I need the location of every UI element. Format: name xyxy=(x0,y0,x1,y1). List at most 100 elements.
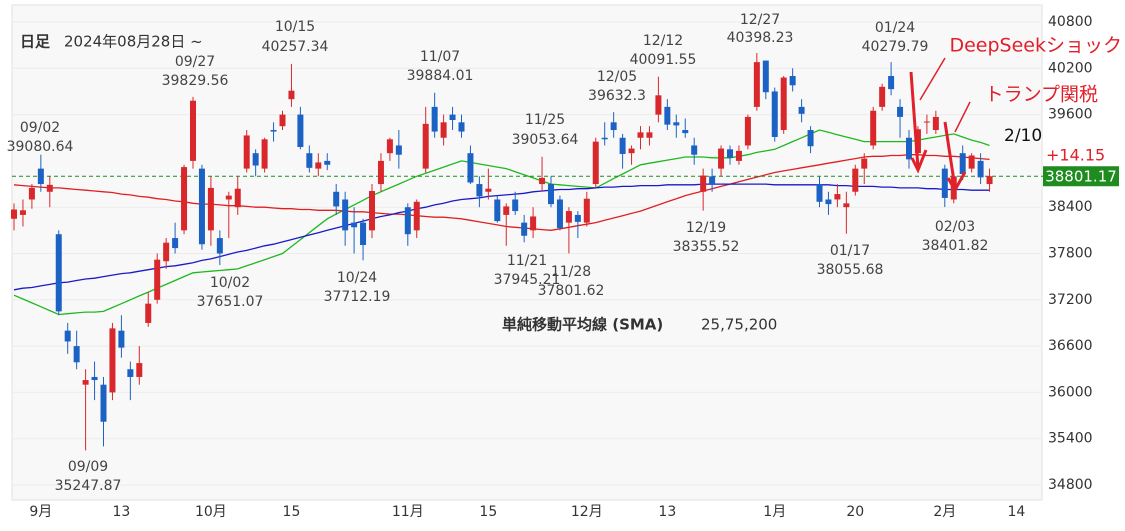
candle-body xyxy=(637,132,644,138)
candle-body xyxy=(771,91,778,137)
candle-body xyxy=(449,114,456,121)
candle-body xyxy=(709,176,716,185)
candle-body xyxy=(834,194,841,200)
candle-body xyxy=(315,162,322,169)
annotation-value: 37712.19 xyxy=(324,289,391,305)
candle-body xyxy=(127,369,134,377)
candle-body xyxy=(744,116,751,146)
sma-title: 単純移動平均線 (SMA) xyxy=(502,316,663,334)
y-tick-label: 36600 xyxy=(1048,338,1093,354)
candle-body xyxy=(431,106,438,132)
candle-body xyxy=(610,122,617,131)
annotation-date: 09/02 xyxy=(20,120,60,136)
candle-body xyxy=(324,160,331,165)
plot-background xyxy=(11,4,1043,501)
x-tick-label: 10月 xyxy=(195,504,227,520)
y-tick-label: 37200 xyxy=(1048,292,1093,308)
candle-body xyxy=(789,76,796,86)
candle-body xyxy=(82,380,89,385)
y-tick-label: 37800 xyxy=(1048,246,1093,262)
candle-body xyxy=(225,195,232,200)
candle-body xyxy=(852,168,859,192)
candle-body xyxy=(243,135,250,169)
annotation-value: 38055.68 xyxy=(817,262,884,278)
candle-body xyxy=(118,330,125,348)
candle-body xyxy=(37,168,44,185)
labels: 34800 35400 36000 36600 37200 37800 38400 39600… xyxy=(7,12,1119,520)
annotation-date: 11/28 xyxy=(551,264,591,280)
annotation-date: 02/03 xyxy=(935,219,975,235)
candle-body xyxy=(181,167,188,231)
y-tick-label: 35400 xyxy=(1048,431,1093,447)
candle-body xyxy=(342,199,349,231)
x-tick-label: 2月 xyxy=(933,504,956,520)
annotation-date: 10/02 xyxy=(210,275,250,291)
annotation-value: 39829.56 xyxy=(162,73,229,89)
candle-body xyxy=(923,121,930,123)
candle-body xyxy=(565,211,572,223)
candle-body xyxy=(798,106,805,114)
candle-body xyxy=(700,175,707,192)
candle-body xyxy=(503,206,510,215)
grid xyxy=(12,21,1042,486)
candle-body xyxy=(521,222,528,236)
candle-body xyxy=(100,384,107,422)
candle-body xyxy=(413,201,420,231)
candle-body xyxy=(28,187,35,200)
last-price-box xyxy=(1043,166,1119,187)
candle-body xyxy=(279,114,286,127)
x-tick-label: 9月 xyxy=(29,504,52,520)
candle-body xyxy=(234,188,241,208)
candle-body xyxy=(422,123,429,169)
candle-body xyxy=(440,122,447,138)
change-label: +14.15 xyxy=(1046,146,1105,165)
candle-body xyxy=(55,234,62,312)
event-label: DeepSeekショック xyxy=(949,35,1122,57)
x-tick-label: 20 xyxy=(846,504,864,520)
candles xyxy=(11,53,993,451)
annotation-value: 39884.01 xyxy=(407,68,474,84)
candle-body xyxy=(959,153,966,175)
x-tick-label: 11月 xyxy=(392,504,424,520)
candle-body xyxy=(458,122,465,132)
annotation-date: 10/15 xyxy=(275,19,315,35)
x-tick-label: 15 xyxy=(283,504,301,520)
annotation-date: 12/05 xyxy=(597,69,637,85)
y-tick-label: 40800 xyxy=(1048,14,1093,30)
annotation-value: 37801.62 xyxy=(538,283,605,299)
candle-body xyxy=(154,259,161,300)
candle-body xyxy=(360,222,367,246)
candle-body xyxy=(145,303,152,323)
candle-body xyxy=(333,191,340,207)
candle-body xyxy=(91,376,98,381)
candle-body xyxy=(163,242,170,262)
annotation-value: 39632.3 xyxy=(588,88,646,104)
annotation-date: 11/25 xyxy=(525,112,565,128)
y-tick-label: 39600 xyxy=(1048,107,1093,123)
annotation-value: 39080.64 xyxy=(7,139,74,155)
candle-body xyxy=(548,184,554,205)
candle-body xyxy=(369,190,375,231)
candle-body xyxy=(270,130,277,132)
range-label: 2024年08月28日 ~ xyxy=(64,33,203,51)
annotation-date: 09/09 xyxy=(68,459,108,475)
candle-body xyxy=(682,130,689,134)
candle-body xyxy=(306,153,313,168)
candle-body xyxy=(727,149,733,158)
candle-body xyxy=(297,114,304,148)
candle-body xyxy=(897,106,904,117)
annotation-value: 37651.07 xyxy=(197,294,264,310)
candle-body xyxy=(19,210,26,215)
candle-body xyxy=(941,168,948,198)
candle-body xyxy=(888,76,895,90)
annotation-date: 11/21 xyxy=(507,253,547,269)
x-tick-label: 15 xyxy=(479,504,497,520)
sma-line xyxy=(13,129,990,316)
candle-body xyxy=(109,328,116,393)
candle-body xyxy=(351,222,358,228)
annotation-date: 09/27 xyxy=(175,54,215,70)
candle-body xyxy=(807,130,814,147)
candle-body xyxy=(494,199,501,222)
candle-body xyxy=(64,330,71,342)
